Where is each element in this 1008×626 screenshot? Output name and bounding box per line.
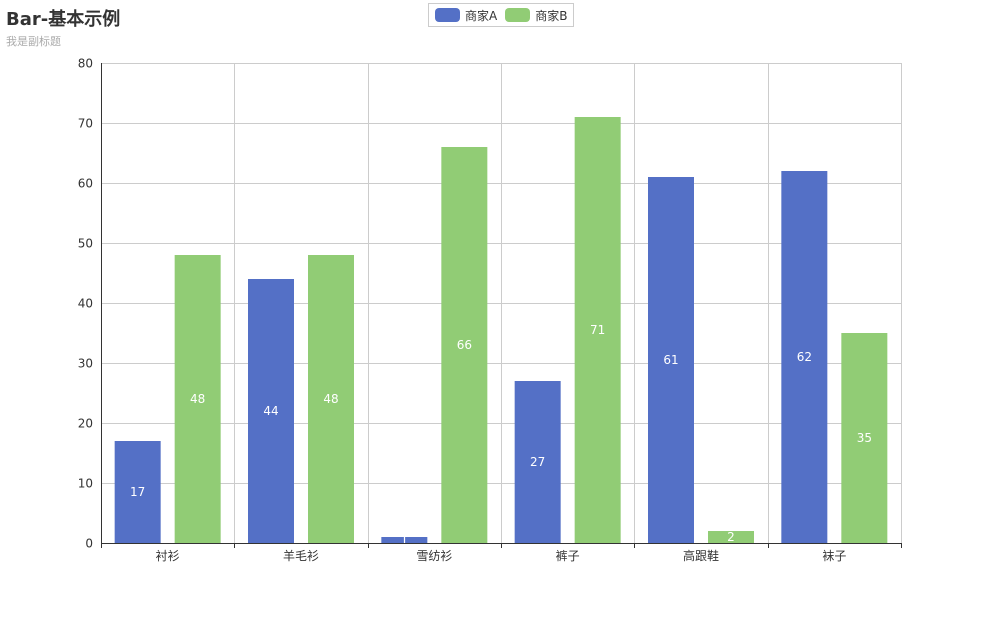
legend-swatch-series-a [435, 8, 460, 22]
bar-series-a [248, 279, 294, 543]
bar-series-b [708, 531, 754, 543]
y-tick-label: 80 [78, 57, 93, 71]
x-tick-label: 裤子 [556, 549, 580, 563]
bar-series-a [381, 537, 428, 543]
bar-series-b [574, 117, 621, 543]
legend-item-series-a[interactable]: 商家A [435, 7, 497, 24]
data-label: 48 [190, 392, 205, 406]
data-label: 71 [590, 323, 605, 337]
legend-label-series-b: 商家B [535, 8, 568, 23]
x-tick-label: 袜子 [822, 549, 846, 563]
bar-series-a [781, 171, 828, 543]
x-tick-label: 羊毛衫 [283, 548, 319, 563]
legend-label-series-a: 商家A [465, 8, 498, 23]
bar-series-b [441, 147, 488, 543]
bar-series-b [174, 255, 221, 543]
bar-series-b [841, 333, 888, 543]
bar-series-a [514, 381, 561, 543]
data-label: 2 [727, 530, 735, 544]
y-tick-label: 60 [78, 177, 93, 191]
legend-item-series-b[interactable]: 商家B [505, 7, 567, 24]
y-tick-label: 50 [78, 237, 93, 251]
y-tick-label: 20 [78, 417, 93, 431]
y-tick-label: 40 [78, 297, 93, 311]
x-tick-label: 高跟鞋 [683, 548, 719, 563]
data-label: 48 [323, 392, 338, 406]
legend: 商家A 商家B [428, 3, 575, 27]
legend-swatch-series-b [505, 8, 531, 22]
y-tick-label: 70 [78, 117, 93, 131]
data-label: 35 [857, 431, 872, 445]
y-tick-label: 0 [85, 537, 93, 551]
data-label: 27 [530, 455, 545, 469]
x-tick-label: 雪纺衫 [416, 549, 452, 563]
data-label: 17 [130, 485, 145, 499]
chart-subtitle: 我是副标题 [6, 35, 61, 48]
y-tick-label: 30 [78, 357, 93, 371]
data-label: 61 [663, 353, 678, 367]
data-label: 44 [263, 404, 278, 418]
bar-series-a [648, 177, 694, 543]
bar-series-a [114, 441, 161, 543]
chart-title: Bar-基本示例 [6, 9, 121, 30]
bar-series-b [308, 255, 354, 543]
data-label: 1 [401, 533, 409, 547]
data-label: 66 [457, 338, 472, 352]
x-tick-label: 衬衫 [156, 549, 180, 563]
y-tick-label: 10 [78, 477, 93, 491]
data-label: 62 [797, 350, 812, 364]
